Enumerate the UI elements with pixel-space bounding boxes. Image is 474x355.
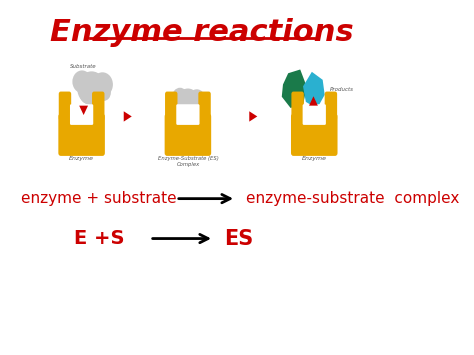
Circle shape bbox=[73, 70, 91, 93]
FancyBboxPatch shape bbox=[302, 104, 326, 125]
Circle shape bbox=[77, 71, 106, 105]
Circle shape bbox=[188, 89, 205, 109]
FancyBboxPatch shape bbox=[70, 104, 93, 125]
FancyBboxPatch shape bbox=[292, 92, 304, 121]
Text: Enzyme reactions: Enzyme reactions bbox=[50, 18, 354, 47]
Text: Products: Products bbox=[329, 87, 354, 92]
Polygon shape bbox=[124, 111, 132, 122]
Circle shape bbox=[92, 72, 113, 97]
Circle shape bbox=[96, 84, 111, 101]
Circle shape bbox=[80, 86, 95, 104]
Polygon shape bbox=[249, 111, 257, 122]
FancyBboxPatch shape bbox=[325, 92, 337, 121]
Polygon shape bbox=[309, 96, 318, 106]
Circle shape bbox=[192, 99, 204, 113]
FancyBboxPatch shape bbox=[176, 104, 200, 125]
Text: enzyme + substrate: enzyme + substrate bbox=[21, 191, 177, 206]
Text: enzyme-substrate  complex: enzyme-substrate complex bbox=[246, 191, 459, 206]
Circle shape bbox=[178, 100, 191, 115]
Text: Enzyme: Enzyme bbox=[302, 156, 327, 162]
Text: ES: ES bbox=[224, 229, 253, 248]
Circle shape bbox=[176, 88, 200, 116]
Circle shape bbox=[88, 87, 104, 106]
Polygon shape bbox=[79, 106, 88, 115]
FancyBboxPatch shape bbox=[92, 92, 104, 121]
FancyBboxPatch shape bbox=[198, 92, 211, 121]
Polygon shape bbox=[282, 70, 307, 108]
Circle shape bbox=[184, 101, 198, 116]
FancyBboxPatch shape bbox=[164, 114, 211, 156]
Polygon shape bbox=[303, 72, 325, 109]
FancyBboxPatch shape bbox=[165, 92, 177, 121]
FancyBboxPatch shape bbox=[291, 114, 337, 156]
Text: E +S: E +S bbox=[73, 229, 124, 248]
FancyBboxPatch shape bbox=[58, 114, 105, 156]
Text: Substrate: Substrate bbox=[70, 65, 97, 70]
Text: Enzyme-Substrate (ES)
Complex: Enzyme-Substrate (ES) Complex bbox=[157, 156, 219, 167]
Text: Enzyme: Enzyme bbox=[69, 156, 94, 162]
Circle shape bbox=[172, 88, 188, 106]
FancyBboxPatch shape bbox=[59, 92, 71, 121]
